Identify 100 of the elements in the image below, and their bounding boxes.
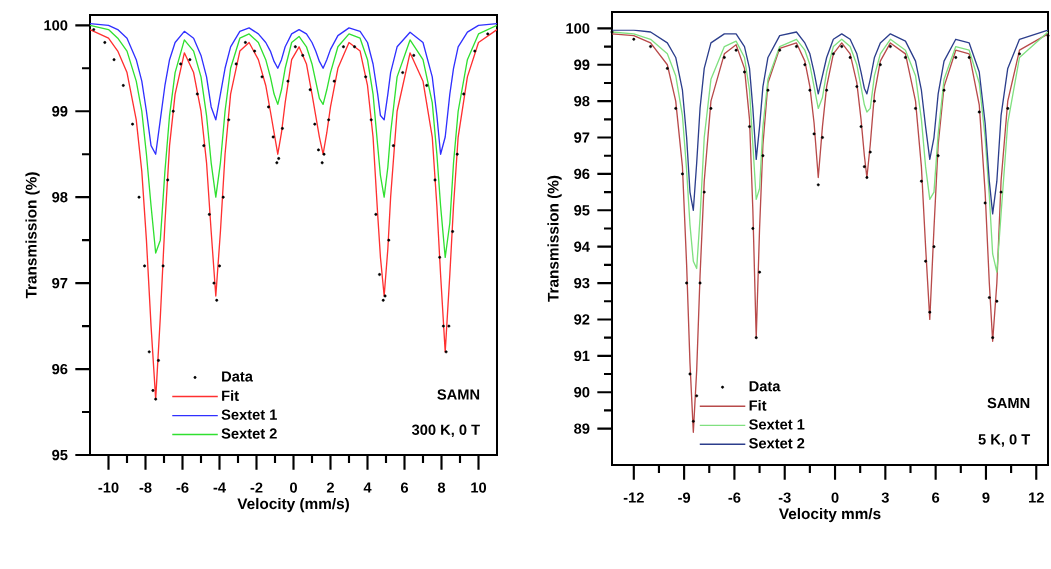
y-tick-label: 96 xyxy=(52,363,68,375)
y-axis-title: Transmission (%) xyxy=(25,172,40,299)
x-axis-title: Velocity (mm/s) xyxy=(237,497,349,513)
point xyxy=(680,172,684,176)
x-axis-title: Velocity mm/s xyxy=(778,507,881,523)
point xyxy=(995,299,999,303)
point xyxy=(855,85,859,89)
y-tick-label: 93 xyxy=(574,277,590,289)
x-tick-label: -4 xyxy=(213,482,226,493)
y-tick-label: 99 xyxy=(52,106,68,117)
point xyxy=(665,66,669,70)
point xyxy=(999,190,1003,194)
point xyxy=(825,88,829,92)
annotation: 5 K, 0 T xyxy=(978,434,1031,447)
point xyxy=(722,56,726,59)
point xyxy=(778,48,782,52)
annotation: 300 K, 0 T xyxy=(411,424,480,438)
y-tick-label: 92 xyxy=(574,314,590,325)
x-tick-label: -12 xyxy=(623,492,644,503)
point xyxy=(820,136,824,139)
y-tick-label: 100 xyxy=(566,23,590,34)
point xyxy=(859,125,863,129)
x-tick-label: 6 xyxy=(932,492,940,503)
x-tick-label: -10 xyxy=(98,482,119,493)
point xyxy=(1006,106,1010,110)
x-tick-label: -9 xyxy=(678,492,691,503)
y-tick-label: 95 xyxy=(574,205,590,216)
point xyxy=(888,45,892,49)
point xyxy=(924,259,928,263)
legend-label: Data xyxy=(749,381,781,392)
y-tick-label: 90 xyxy=(574,387,590,398)
y-tick-label: 97 xyxy=(52,277,68,289)
line-series xyxy=(90,24,497,259)
point xyxy=(977,110,981,114)
point xyxy=(991,336,995,340)
x-tick-label: 2 xyxy=(326,482,334,493)
y-tick-label: 97 xyxy=(574,132,590,143)
point xyxy=(748,125,751,129)
point xyxy=(936,154,940,158)
point xyxy=(878,63,882,67)
point xyxy=(795,45,798,49)
legend-label: Sextet 2 xyxy=(221,428,277,439)
y-tick-label: 96 xyxy=(574,168,590,180)
point xyxy=(983,201,987,205)
point xyxy=(914,106,917,110)
point xyxy=(1018,52,1021,56)
x-tick-label: 12 xyxy=(1029,492,1044,503)
line-series xyxy=(90,22,497,155)
point xyxy=(942,88,946,92)
legend-label: Sextet 1 xyxy=(749,419,805,430)
point xyxy=(709,106,713,110)
point xyxy=(967,56,971,59)
legend-label: Fit xyxy=(222,390,239,401)
x-tick-label: 8 xyxy=(437,482,446,493)
x-tick-label: 0 xyxy=(290,482,297,493)
x-tick-label: -6 xyxy=(728,492,741,503)
point xyxy=(734,48,738,52)
x-tick-label: -8 xyxy=(139,482,152,493)
legend-label: Sextet 1 xyxy=(221,409,277,420)
x-tick-label: 6 xyxy=(400,482,409,493)
point xyxy=(840,45,844,49)
y-tick-label: 98 xyxy=(574,95,590,107)
point xyxy=(649,45,653,49)
point xyxy=(932,245,936,249)
point xyxy=(803,63,807,67)
point xyxy=(848,56,852,59)
x-tick-label: -2 xyxy=(250,482,263,493)
point xyxy=(812,132,816,136)
point xyxy=(691,419,695,423)
annotation: SAMN xyxy=(437,389,480,400)
point xyxy=(766,88,770,92)
point xyxy=(751,227,755,230)
point xyxy=(928,310,932,314)
point xyxy=(872,99,876,103)
legend-label: Data xyxy=(222,371,253,382)
x-tick-label: -6 xyxy=(176,482,189,493)
x-tick-label: 9 xyxy=(982,492,990,503)
y-tick-label: 89 xyxy=(574,423,590,434)
y-tick-label: 94 xyxy=(574,241,590,252)
annotation: SAMN xyxy=(987,397,1030,409)
x-tick-label: 0 xyxy=(831,492,839,503)
y-tick-label: 100 xyxy=(44,20,68,31)
point xyxy=(816,183,820,187)
y-tick-label: 99 xyxy=(574,59,590,70)
point xyxy=(868,150,872,154)
x-tick-label: 10 xyxy=(471,482,487,493)
x-tick-label: -3 xyxy=(778,492,791,503)
x-tick-label: 4 xyxy=(363,482,372,493)
point xyxy=(761,154,765,158)
y-axis-title: Transmission (%) xyxy=(547,175,562,302)
point xyxy=(919,179,923,183)
y-tick-label: 91 xyxy=(574,350,590,362)
point xyxy=(632,37,636,41)
point xyxy=(865,176,869,180)
y-tick-label: 95 xyxy=(52,449,68,461)
point xyxy=(904,56,907,59)
point xyxy=(688,372,692,376)
point xyxy=(695,394,699,398)
point xyxy=(702,190,706,194)
point xyxy=(862,165,866,169)
